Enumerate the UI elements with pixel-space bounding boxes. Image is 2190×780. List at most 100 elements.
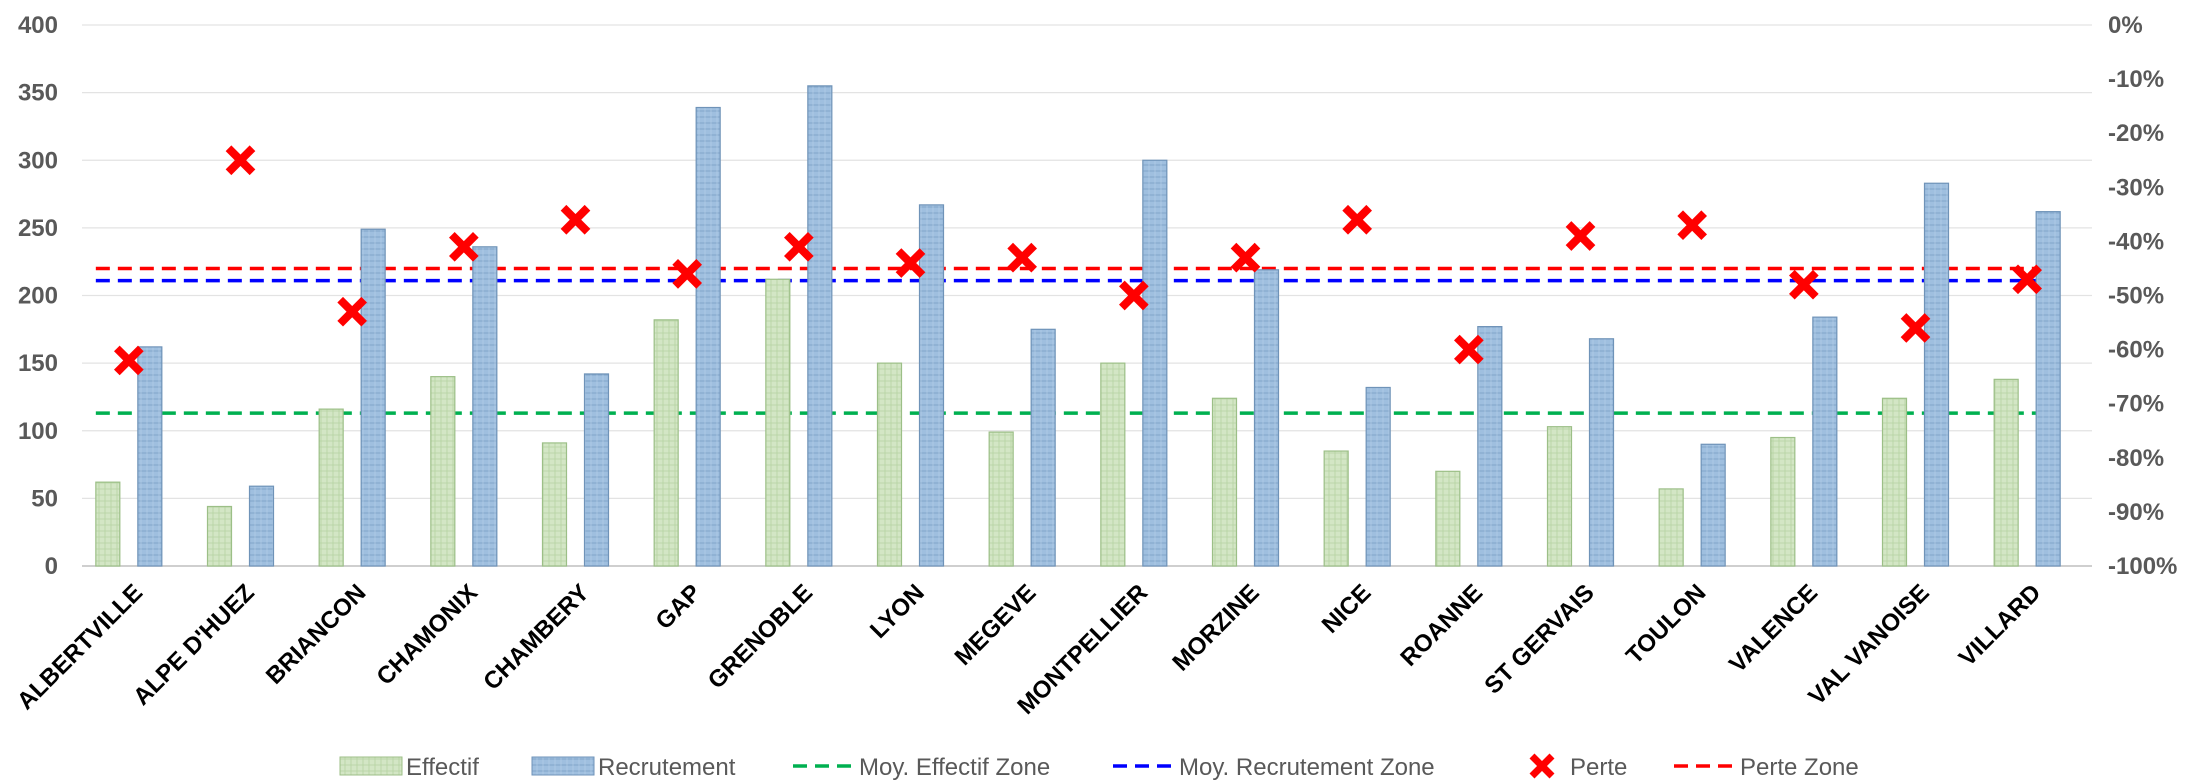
perte-marker-grenoble — [784, 231, 814, 262]
recrutement-bar-alpe-d-huez — [248, 485, 275, 567]
category-label-chambery: CHAMBERY — [478, 579, 595, 696]
recrutement-bar-grenoble — [807, 85, 833, 567]
effectif-bar-chambery — [541, 442, 568, 567]
effectif-bar-nice — [1323, 450, 1349, 567]
legend-item-moy-effectif-zone: Moy. Effectif Zone — [793, 754, 1050, 780]
effectif-bar-gap — [653, 319, 679, 567]
effectif-bar-alpe-d-huez — [206, 505, 233, 567]
recrutement-bar-megeve — [1030, 328, 1056, 567]
legend-item-perte-zone: Perte Zone — [1674, 754, 1859, 780]
category-label-val-vanoise: VAL VANOISE — [1803, 579, 1934, 710]
effectif-bar-st-gervais — [1546, 426, 1573, 567]
left-tick-label: 200 — [18, 283, 58, 310]
gridlines — [82, 24, 2092, 567]
legend-label: Recrutement — [598, 754, 736, 780]
category-label-briancon: BRIANCON — [261, 579, 372, 690]
left-tick-label: 400 — [18, 12, 58, 39]
recrutement-bar-nice — [1365, 386, 1391, 567]
category-label-grenoble: GRENOBLE — [703, 579, 818, 694]
effectif-bar-montpellier — [1100, 362, 1126, 567]
category-label-lyon: LYON — [865, 579, 930, 644]
category-label-nice: NICE — [1317, 579, 1377, 639]
right-tick-label: -10% — [2108, 66, 2164, 93]
perte-marker-nice — [1342, 204, 1372, 235]
perte-marker-chambery — [560, 204, 591, 235]
category-label-morzine: MORZINE — [1167, 579, 1264, 676]
legend: Effectif Recrutement Moy. Effectif Zone Moy… — [339, 753, 1859, 780]
perte-marker-megeve — [1007, 242, 1037, 273]
perte-marker-briancon — [337, 296, 367, 327]
perte-marker-val-vanoise — [1900, 313, 1931, 343]
effectif-bar-valence — [1770, 436, 1796, 567]
effectif-bar-briancon — [318, 408, 344, 567]
recrutement-bar-valence — [1812, 316, 1838, 567]
right-tick-label: -100% — [2108, 553, 2177, 580]
legend-label: Perte Zone — [1740, 754, 1859, 780]
category-label-megeve: MEGEVE — [950, 579, 1042, 671]
left-tick-label: 0 — [45, 553, 58, 580]
perte-swatch — [1529, 753, 1555, 779]
effectif-bar-toulon — [1658, 488, 1684, 567]
recrutement-bar-morzine — [1253, 269, 1280, 567]
category-label-alpe-d-huez: ALPE D'HUEZ — [128, 579, 260, 711]
category-label-valence: VALENCE — [1724, 579, 1823, 678]
legend-item-recrutement: Recrutement — [531, 754, 736, 780]
right-tick-label: -20% — [2108, 120, 2164, 147]
effectif-bar-morzine — [1211, 397, 1238, 567]
recrutement-bar-chambery — [583, 373, 610, 567]
recrutement-bar-briancon — [360, 228, 386, 567]
effectif-bar-villard — [1993, 378, 2019, 567]
perte-marker-villard — [2012, 264, 2042, 295]
perte-marker-chamonix — [449, 231, 479, 262]
effectif-bar-chamonix — [430, 376, 456, 567]
effectif-bar-val-vanoise — [1881, 397, 1908, 567]
reference-lines — [95, 266, 2061, 415]
category-label-gap: GAP — [651, 579, 707, 635]
perte-marker-albertville — [114, 345, 144, 376]
right-tick-label: -60% — [2108, 337, 2164, 364]
recrutement-bar-albertville — [137, 346, 163, 567]
perte-marker-valence — [1789, 269, 1819, 300]
left-tick-label: 100 — [18, 418, 58, 445]
right-tick-label: -90% — [2108, 499, 2164, 526]
perte-marker-lyon — [895, 248, 926, 278]
category-label-albertville: ALBERTVILLE — [12, 579, 148, 715]
recrutement-bar-st-gervais — [1588, 338, 1615, 567]
legend-label: Effectif — [406, 754, 479, 780]
effectif-bar-roanne — [1435, 470, 1461, 567]
legend-label: Moy. Recrutement Zone — [1179, 754, 1435, 780]
effectif-bar-grenoble — [765, 278, 791, 567]
effectif-swatch — [339, 756, 403, 776]
recrutement-bar-val-vanoise — [1923, 182, 1950, 567]
legend-item-effectif: Effectif — [339, 754, 479, 780]
right-axis: -100% -90% -80% -70% -60% -50% -40% -30% -20% -10… — [2108, 12, 2177, 580]
right-tick-label: -40% — [2108, 228, 2164, 255]
perte-marker-roanne — [1454, 334, 1484, 365]
category-label-toulon: TOULON — [1621, 579, 1711, 669]
recrutement-bar-montpellier — [1142, 159, 1168, 567]
perte-marker-alpe-d-huez — [225, 145, 256, 176]
recrutement-bar-chamonix — [472, 246, 498, 567]
perte-marker-toulon — [1677, 210, 1707, 240]
left-tick-label: 150 — [18, 350, 58, 377]
legend-item-perte: Perte — [1529, 753, 1627, 780]
category-label-roanne: ROANNE — [1395, 579, 1488, 672]
perte-marker-morzine — [1230, 242, 1261, 273]
recrutement-swatch — [531, 756, 595, 776]
perte-marker-gap — [672, 259, 702, 289]
perte-marker-montpellier — [1119, 280, 1149, 311]
perte-marker-st-gervais — [1565, 221, 1596, 251]
recrutement-bar-toulon — [1700, 443, 1726, 567]
right-tick-label: 0% — [2108, 12, 2143, 39]
bars — [95, 85, 2061, 567]
effectif-bar-albertville — [95, 481, 121, 567]
category-label-villard: VILLARD — [1954, 579, 2047, 672]
category-label-chamonix: CHAMONIX — [372, 579, 483, 690]
perte-markers — [114, 145, 2042, 376]
legend-item-moy-recrutement-zone: Moy. Recrutement Zone — [1113, 754, 1435, 780]
left-tick-label: 300 — [18, 147, 58, 174]
right-tick-label: -50% — [2108, 283, 2164, 310]
